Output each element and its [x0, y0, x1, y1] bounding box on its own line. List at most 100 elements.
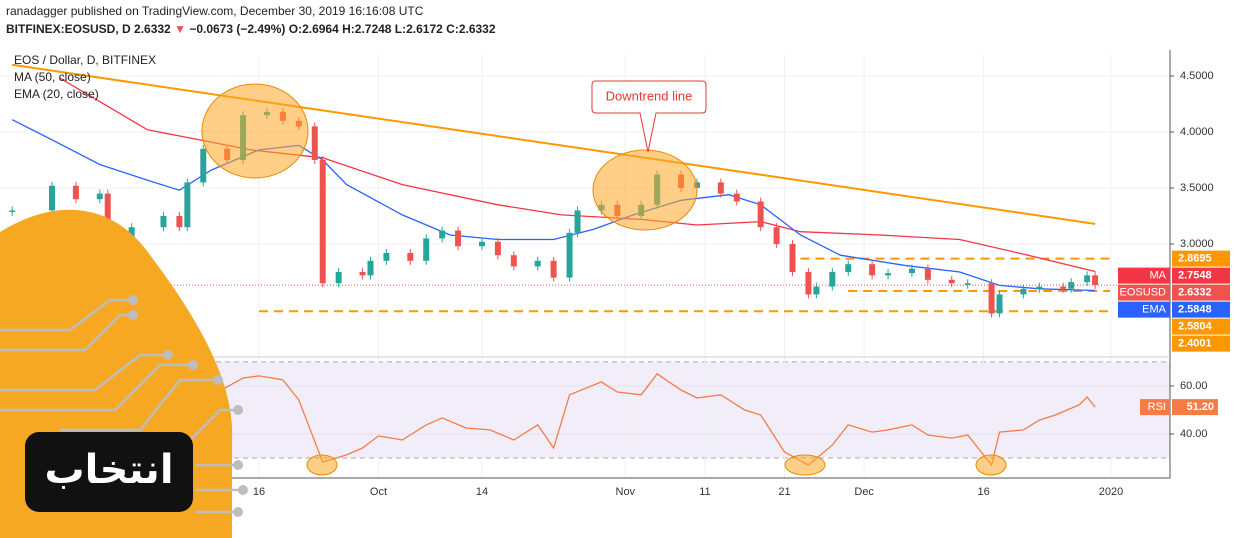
price-label-name [1118, 301, 1170, 318]
arrow: ▼ [174, 22, 186, 36]
candle [550, 260, 557, 278]
circuit-nodes [128, 295, 248, 517]
price-label-text: 2.7548 [1178, 270, 1212, 282]
x-tick-label: 16 [253, 486, 265, 498]
last-price: 2.6332 [134, 22, 171, 36]
rsi-line [202, 373, 1096, 467]
candle [805, 272, 812, 295]
x-tick-label: 2020 [1099, 486, 1123, 498]
candle [869, 264, 876, 276]
x-tick-label: 14 [476, 486, 488, 498]
trendline [12, 63, 1096, 225]
candle [367, 260, 374, 276]
candle [1060, 286, 1067, 289]
logo: انتخاب [0, 209, 248, 538]
y-tick-label: 4.5000 [1180, 70, 1214, 82]
logo-text: انتخاب [44, 447, 173, 493]
candle [200, 148, 207, 183]
price-label [1172, 267, 1230, 284]
candle [1084, 275, 1091, 283]
price-label-text: 2.6332 [1178, 287, 1212, 299]
rsi-label [1172, 399, 1218, 416]
candle [996, 294, 1003, 314]
candle [494, 241, 501, 256]
candle [359, 272, 366, 276]
legend-entry: EMA (20, close) [14, 87, 99, 101]
candle [1036, 286, 1043, 289]
candle [717, 182, 724, 194]
publisher: ranadagger published on TradingView.com,… [6, 4, 424, 18]
y-tick-label: 60.00 [1180, 380, 1208, 392]
price-label-name-text: EMA [1142, 304, 1167, 316]
candle [383, 252, 390, 261]
candle [160, 216, 167, 228]
candle [757, 201, 764, 228]
candle [773, 227, 780, 245]
logo-box [25, 432, 193, 512]
candle [48, 185, 55, 211]
price-label-name [1118, 284, 1170, 301]
candle [319, 160, 326, 284]
candle [948, 279, 955, 284]
symbol-line: BITFINEX:EOSUSD, D 2.6332 ▼ −0.0673 (−2.… [6, 22, 496, 36]
candle [423, 238, 430, 261]
price-label [1172, 250, 1230, 267]
rsi-label-name-text: RSI [1148, 401, 1166, 413]
x-tick-label: Oct [370, 486, 387, 498]
candle [789, 244, 796, 273]
candle [988, 283, 995, 314]
candle [176, 216, 183, 228]
candle [574, 210, 581, 233]
x-tick-label: Dec [854, 486, 874, 498]
price-label [1172, 318, 1230, 335]
callout [591, 80, 707, 153]
price-label-name-text: MA [1150, 270, 1167, 282]
candle [128, 227, 135, 239]
legend-entry: MA (50, close) [14, 70, 91, 84]
candle [733, 193, 740, 202]
candle [104, 193, 111, 239]
price-label-text: 2.8695 [1178, 253, 1212, 265]
candle [1092, 275, 1099, 286]
candle [908, 268, 915, 274]
candle [335, 272, 342, 284]
y-tick-label: 4.0000 [1180, 126, 1214, 138]
y-tick-label: 3.5000 [1180, 182, 1214, 194]
price-label [1172, 301, 1230, 318]
highlight [784, 454, 826, 476]
y-tick-label: 3.0000 [1180, 238, 1214, 250]
legend-title: EOS / Dollar, D, BITFINEX [14, 53, 156, 67]
candle [566, 232, 573, 278]
candle [885, 273, 892, 276]
price-label-name-text: EOSUSD [1120, 287, 1167, 299]
candle [439, 230, 446, 239]
x-tick-label: 11 [699, 486, 710, 498]
x-tick-label: 21 [778, 486, 790, 498]
candle [96, 193, 103, 200]
candle [510, 255, 517, 267]
candle [311, 126, 318, 161]
x-tick-label: 16 [977, 486, 989, 498]
candle [813, 286, 820, 295]
symbol: BITFINEX:EOSUSD, D [6, 22, 131, 36]
change: −0.0673 (−2.49%) [189, 22, 285, 36]
y-tick-label: 40.00 [1180, 428, 1208, 440]
price-label [1172, 284, 1230, 301]
price-label-text: 2.5848 [1178, 304, 1212, 316]
candle [9, 210, 16, 212]
candle [1020, 288, 1027, 295]
highlight [201, 83, 309, 179]
price-label [1172, 335, 1230, 352]
highlight [306, 454, 338, 476]
circuit [0, 298, 240, 514]
price-label-name [1118, 267, 1170, 284]
candle [184, 182, 191, 228]
highlight [592, 149, 698, 231]
candle [455, 230, 462, 247]
rsi-label-name [1140, 399, 1170, 416]
candle [964, 283, 971, 285]
x-tick-label: Nov [616, 486, 636, 498]
candle [72, 185, 79, 200]
highlight [975, 454, 1007, 476]
